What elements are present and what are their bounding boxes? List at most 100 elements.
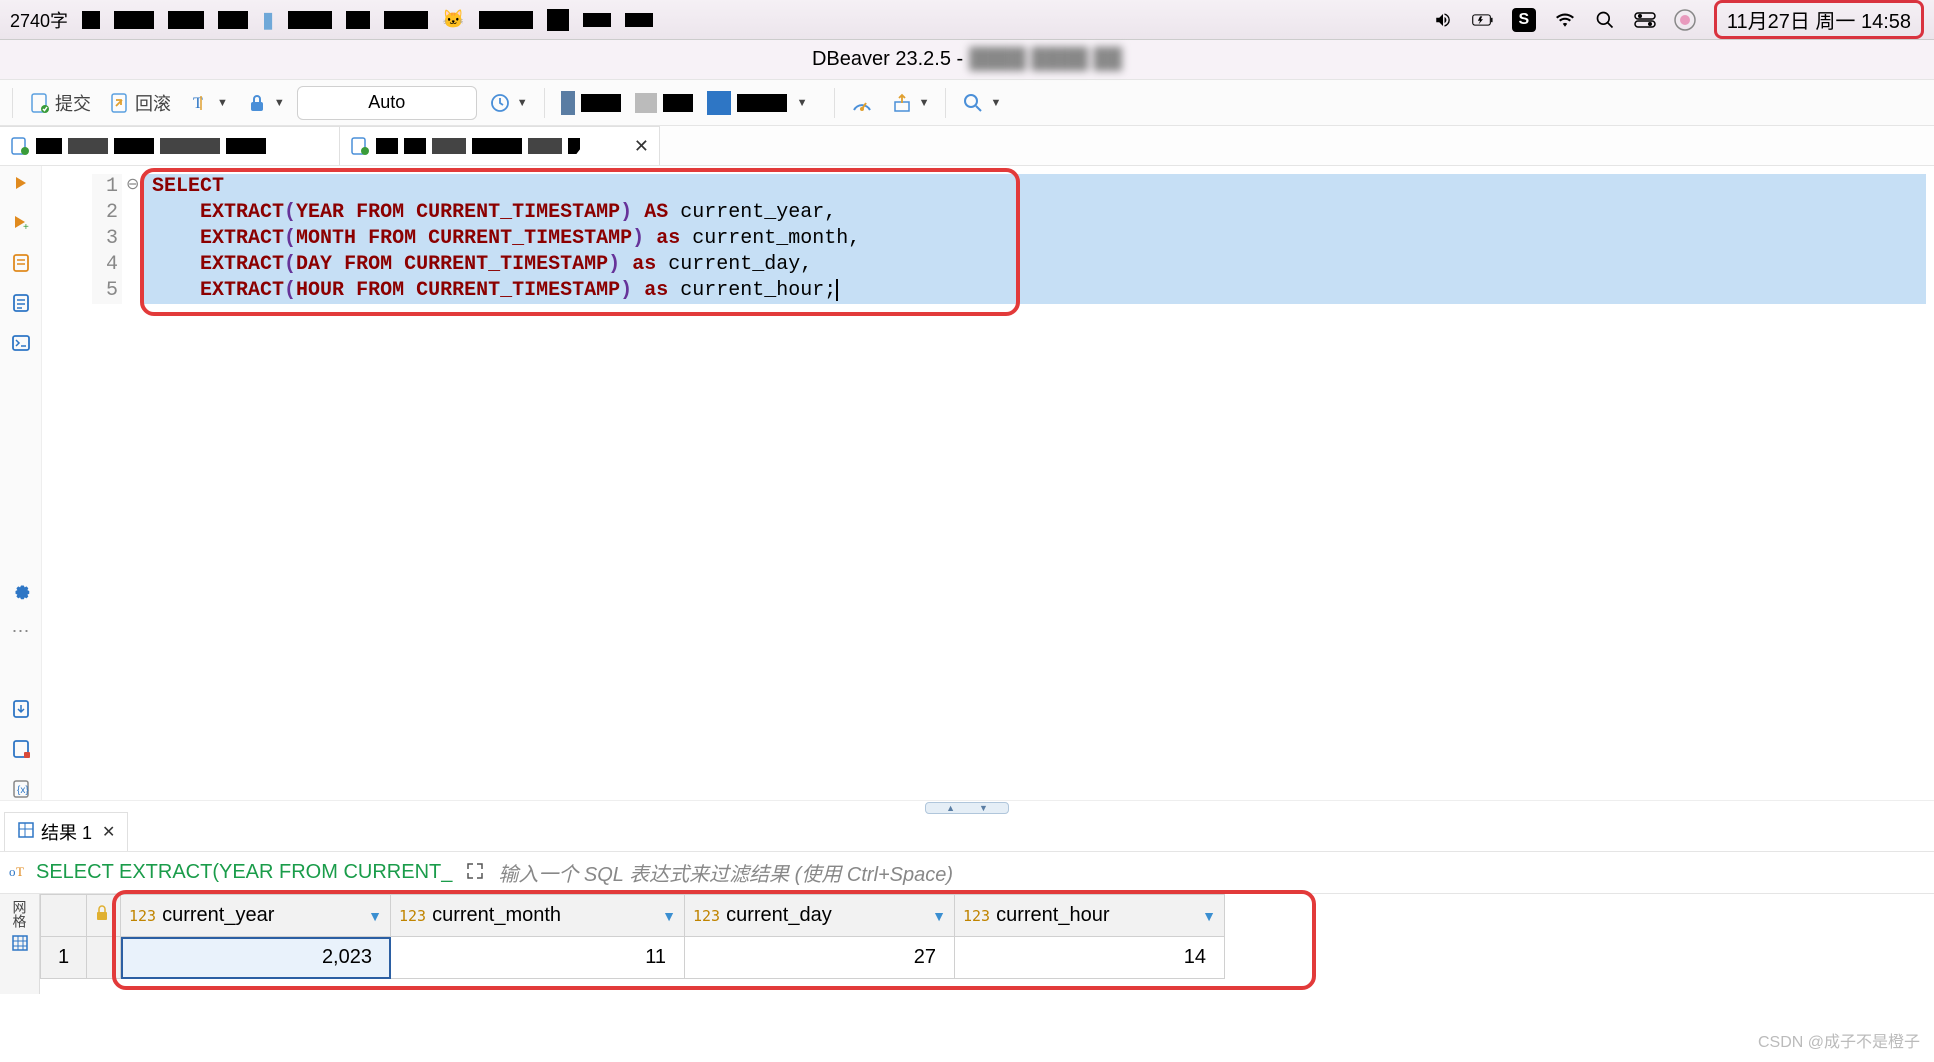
editor-tab-bar: ✕ xyxy=(0,126,1934,166)
mac-menubar: 2740字 ▮ 🐱 S 11月27日 周 xyxy=(0,0,1934,40)
type-badge: 123 xyxy=(399,907,426,925)
redacted-icon xyxy=(547,9,569,31)
svg-text:T: T xyxy=(16,864,24,879)
spotlight-icon[interactable] xyxy=(1594,11,1616,29)
autocommit-select[interactable]: Auto xyxy=(297,86,477,120)
rownum-header xyxy=(41,895,87,937)
console-icon[interactable] xyxy=(10,332,32,354)
chevron-down-icon: ▼ xyxy=(274,97,285,109)
main-toolbar: 提交 回滚 T ▼ ▼ Auto ▼ ▼ xyxy=(0,80,1934,126)
results-tab[interactable]: 结果 1 ✕ xyxy=(4,812,128,851)
type-badge: 123 xyxy=(963,907,990,925)
chevron-up-icon: ▲ xyxy=(946,803,955,813)
gear-icon[interactable] xyxy=(10,580,32,602)
chevron-down-icon: ▼ xyxy=(990,97,1001,109)
dashboard-button[interactable] xyxy=(845,88,879,118)
grid-mode-label[interactable]: 网格 xyxy=(10,900,30,928)
redacted-icon xyxy=(479,11,533,29)
cell[interactable]: 27 xyxy=(685,937,955,979)
redacted-icon xyxy=(82,11,100,29)
svg-text:{x}: {x} xyxy=(17,785,29,796)
siri-icon[interactable] xyxy=(1674,11,1696,29)
editor-left-gutter: + ⋯ {x} xyxy=(0,166,42,800)
column-header[interactable]: 123 current_day ▼ xyxy=(685,895,955,937)
cell[interactable]: 14 xyxy=(955,937,1225,979)
explain-icon[interactable] xyxy=(10,252,32,274)
search-button[interactable]: ▼ xyxy=(956,88,1007,118)
battery-icon[interactable] xyxy=(1472,11,1494,29)
input-method-icon[interactable]: S xyxy=(1512,8,1536,32)
commit-button[interactable]: 提交 xyxy=(23,86,97,120)
chevron-down-icon: ▼ xyxy=(979,803,988,813)
redacted-toolbar-item xyxy=(707,91,787,115)
svg-text:o: o xyxy=(9,864,16,879)
cell[interactable]: 2,023 xyxy=(121,937,391,979)
redacted xyxy=(528,138,562,154)
redacted xyxy=(36,138,62,154)
sql-preview-text: SELECT EXTRACT(YEAR FROM CURRENT_ xyxy=(36,861,452,884)
save-icon[interactable] xyxy=(10,698,32,720)
close-icon[interactable]: ✕ xyxy=(102,822,115,842)
redacted-toolbar-item xyxy=(561,91,621,115)
load-icon[interactable] xyxy=(10,738,32,760)
execute-script-icon[interactable]: + xyxy=(10,212,32,234)
modified-indicator xyxy=(568,138,580,154)
more-icon[interactable]: ⋯ xyxy=(10,620,32,642)
rollback-button[interactable]: 回滚 xyxy=(103,86,177,120)
column-name: current_year xyxy=(162,904,274,927)
redacted-icon xyxy=(384,11,428,29)
chevron-down-icon[interactable]: ▼ xyxy=(662,908,676,924)
lock-header xyxy=(87,895,121,937)
tx-mode-button[interactable]: T ▼ xyxy=(183,88,234,118)
chevron-down-icon[interactable]: ▼ xyxy=(1202,908,1216,924)
volume-icon[interactable] xyxy=(1432,11,1454,29)
grid-area: 123 current_year ▼ 123 current_month ▼ xyxy=(40,894,1934,994)
type-badge: 123 xyxy=(129,907,156,925)
chevron-down-icon: ▼ xyxy=(217,97,228,109)
chevron-down-icon[interactable]: ▼ xyxy=(368,908,382,924)
redacted-title: ████ ████ ██ xyxy=(969,48,1122,71)
gauge-icon xyxy=(851,92,873,114)
cell[interactable]: 11 xyxy=(391,937,685,979)
column-header[interactable]: 123 current_month ▼ xyxy=(391,895,685,937)
sql-editor-icon xyxy=(350,136,370,156)
editor-tab-1[interactable] xyxy=(0,126,340,165)
commit-label: 提交 xyxy=(55,90,91,116)
app-title: DBeaver 23.2.5 - xyxy=(812,48,963,71)
script-icon[interactable] xyxy=(10,292,32,314)
column-header[interactable]: 123 current_year ▼ xyxy=(121,895,391,937)
column-name: current_month xyxy=(432,904,561,927)
watermark: CSDN @成子不是橙子 xyxy=(1758,1028,1920,1052)
variables-icon[interactable]: {x} xyxy=(10,778,32,800)
redacted xyxy=(432,138,466,154)
redacted xyxy=(472,138,522,154)
chevron-down-icon[interactable]: ▼ xyxy=(932,908,946,924)
autocommit-label: Auto xyxy=(368,92,405,113)
editor-tab-2[interactable]: ✕ xyxy=(340,126,660,165)
chevron-down-icon: ▼ xyxy=(919,97,930,109)
lock-button[interactable]: ▼ xyxy=(240,88,291,118)
redacted-icon xyxy=(168,11,204,29)
sql-editor[interactable]: 1 2 3 4 5 ⊖ SELECT EXTRACT(YEAR FROM CUR… xyxy=(42,166,1934,800)
expand-icon[interactable] xyxy=(466,862,484,883)
export-button[interactable]: ▼ xyxy=(885,88,936,118)
column-header[interactable]: 123 current_hour ▼ xyxy=(955,895,1225,937)
horizontal-splitter[interactable]: ▲ ▼ xyxy=(0,800,1934,814)
redacted xyxy=(114,138,154,154)
splitter-handle[interactable]: ▲ ▼ xyxy=(925,802,1009,814)
type-badge: 123 xyxy=(693,907,720,925)
close-icon[interactable]: ✕ xyxy=(634,136,649,157)
execute-icon[interactable] xyxy=(10,172,32,194)
commit-icon xyxy=(29,92,51,114)
grid-mode-icon[interactable] xyxy=(11,934,29,955)
table-row[interactable]: 1 2,023 11 27 14 xyxy=(41,937,1225,979)
filter-input[interactable]: 输入一个 SQL 表达式来过滤结果 (使用 Ctrl+Space) xyxy=(498,858,953,887)
history-button[interactable]: ▼ xyxy=(483,88,534,118)
line-numbers: 1 2 3 4 5 xyxy=(92,174,122,304)
redacted-icon xyxy=(346,11,370,29)
fold-icon[interactable]: ⊖ xyxy=(126,174,139,194)
results-table: 123 current_year ▼ 123 current_month ▼ xyxy=(40,894,1225,979)
chevron-down-icon: ▼ xyxy=(517,97,528,109)
wifi-icon[interactable] xyxy=(1554,11,1576,29)
control-center-icon[interactable] xyxy=(1634,11,1656,29)
